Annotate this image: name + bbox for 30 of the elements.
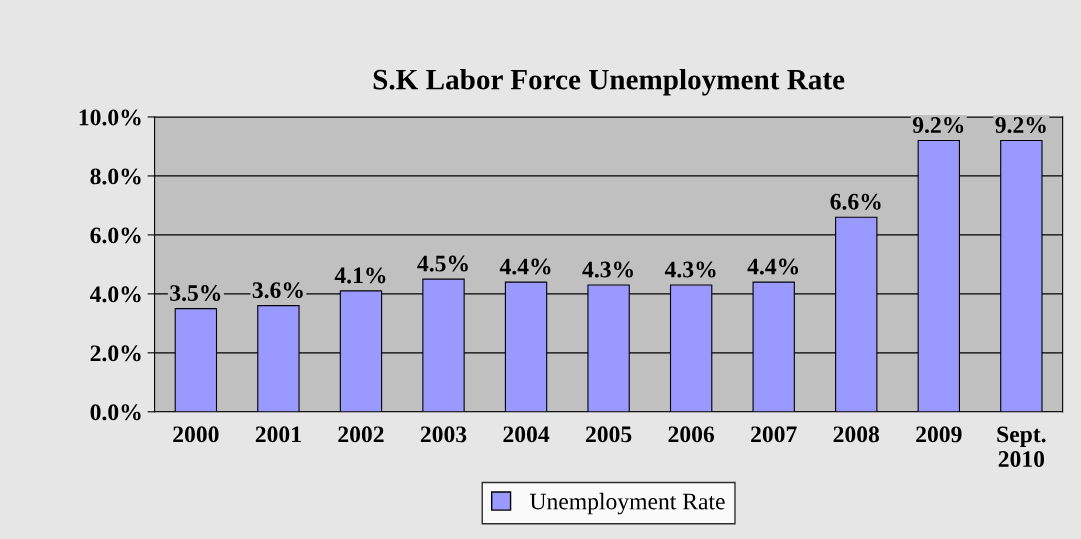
x-tick-label: 2007 — [751, 426, 797, 443]
x-tick-label: 2008 — [833, 426, 880, 443]
x-tick-label: 2002 — [338, 426, 384, 443]
x-tick-label: 2005 — [585, 426, 632, 443]
y-tick-label: 0.0% — [90, 404, 141, 421]
x-tick-label: 2000 — [173, 426, 219, 443]
data-label: 9.2% — [995, 117, 1046, 134]
data-label: 4.1% — [334, 267, 386, 284]
data-label: 6.6% — [830, 193, 881, 210]
x-tick-label: 2009 — [916, 426, 962, 443]
data-label: 3.6% — [252, 282, 303, 299]
chart-title: S.K Labor Force Unemployment Rate — [373, 68, 845, 96]
data-label: 4.3% — [582, 261, 633, 278]
data-label: 4.3% — [664, 261, 716, 278]
y-tick-label: 6.0% — [90, 227, 141, 244]
data-label: 4.5% — [417, 255, 468, 272]
data-label: 3.5% — [170, 285, 221, 302]
x-tick-label: 2003 — [420, 426, 467, 443]
x-tick-label: 2004 — [503, 426, 550, 443]
y-tick-label: 4.0% — [89, 286, 141, 303]
data-label: 4.4% — [747, 258, 799, 275]
y-tick-label: 10.0% — [79, 109, 141, 126]
x-tick-label: Sept. 2010 — [997, 426, 1046, 467]
legend-label: Unemployment Rate — [529, 492, 725, 515]
y-tick-label: 8.0% — [90, 168, 141, 185]
x-tick-label: 2006 — [668, 426, 715, 443]
y-tick-label: 2.0% — [90, 345, 141, 362]
x-tick-label: 2001 — [255, 426, 301, 443]
data-label: 4.4% — [499, 258, 551, 275]
data-label: 9.2% — [912, 117, 964, 134]
